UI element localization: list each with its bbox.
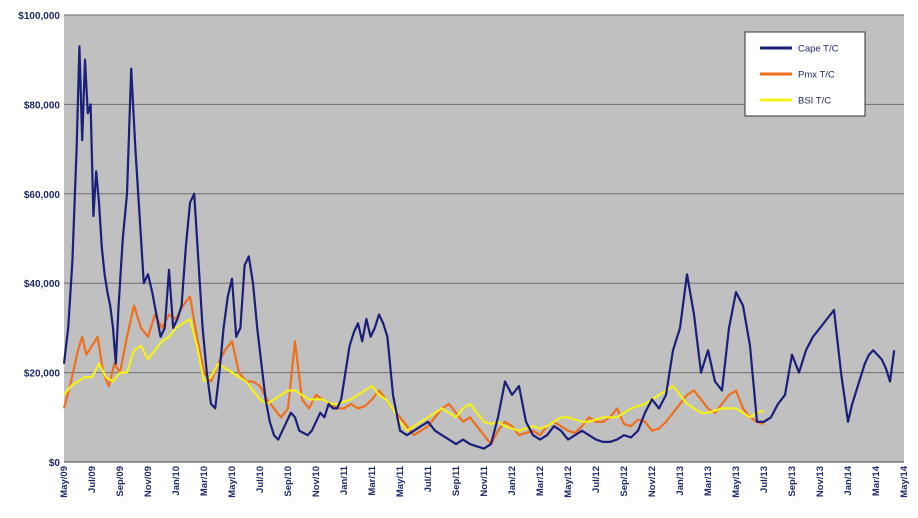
- x-tick-label: Sep/11: [451, 465, 462, 496]
- x-tick-label: May/10: [227, 466, 238, 498]
- x-tick-label: Mar/13: [703, 466, 714, 496]
- x-tick-label: Nov/12: [647, 466, 658, 497]
- x-tick-label: Nov/13: [815, 466, 826, 497]
- x-axis-tick-labels: May/09 Jul/09 Sep/09 Nov/09 Jan/10 Mar/10 May/…: [59, 465, 910, 497]
- y-tick-label: $80,000: [24, 100, 61, 111]
- x-tick-label: Jan/10: [171, 466, 182, 496]
- x-tick-label: May/14: [899, 465, 910, 497]
- y-axis-tick-labels: $0 $20,000 $40,000 $60,000 $80,000 $100,000: [18, 11, 60, 469]
- x-tick-label: Jan/14: [843, 465, 854, 495]
- series-line-cape-t-c: [62, 45, 896, 450]
- y-tick-label: $0: [49, 458, 61, 469]
- x-tick-label: Jan/11: [339, 465, 350, 495]
- x-tick-label: Jul/09: [87, 466, 98, 493]
- x-tick-label: Nov/10: [311, 466, 322, 497]
- series-lines: [62, 45, 896, 450]
- x-tick-label: Jul/11: [423, 465, 434, 492]
- x-tick-label: May/12: [563, 466, 574, 498]
- x-tick-label: Mar/11: [367, 465, 378, 495]
- x-tick-label: May/09: [59, 466, 70, 498]
- x-tick-label: Sep/12: [619, 466, 630, 497]
- y-tick-label: $60,000: [24, 190, 61, 201]
- legend-label: Pmx T/C: [798, 70, 835, 81]
- x-tick-label: Nov/11: [479, 465, 490, 496]
- x-tick-label: Mar/12: [535, 466, 546, 496]
- x-tick-label: Jul/13: [759, 466, 770, 493]
- legend: Cape T/C Pmx T/C BSI T/C: [744, 31, 866, 117]
- y-tick-label: $20,000: [24, 369, 61, 380]
- x-tick-label: Sep/10: [283, 466, 294, 497]
- legend-label: BSI T/C: [798, 96, 831, 107]
- x-tick-label: Sep/09: [115, 466, 126, 497]
- x-tick-label: May/13: [731, 466, 742, 498]
- x-tick-label: Jan/12: [507, 466, 518, 496]
- x-tick-label: Jan/13: [675, 466, 686, 496]
- x-tick-label: May/11: [395, 465, 406, 497]
- y-tick-label: $100,000: [18, 11, 60, 22]
- x-tick-label: Jul/12: [591, 466, 602, 493]
- x-tick-label: Nov/09: [143, 466, 154, 497]
- x-tick-label: Mar/10: [199, 466, 210, 496]
- series-line-bsi-t-c: [63, 317, 765, 432]
- x-tick-label: Jul/10: [255, 466, 266, 493]
- series-line-pmx-t-c: [62, 295, 765, 446]
- x-tick-label: Sep/13: [787, 466, 798, 497]
- legend-label: Cape T/C: [798, 44, 839, 55]
- x-tick-label: Mar/14: [871, 465, 882, 496]
- y-tick-label: $40,000: [24, 279, 61, 290]
